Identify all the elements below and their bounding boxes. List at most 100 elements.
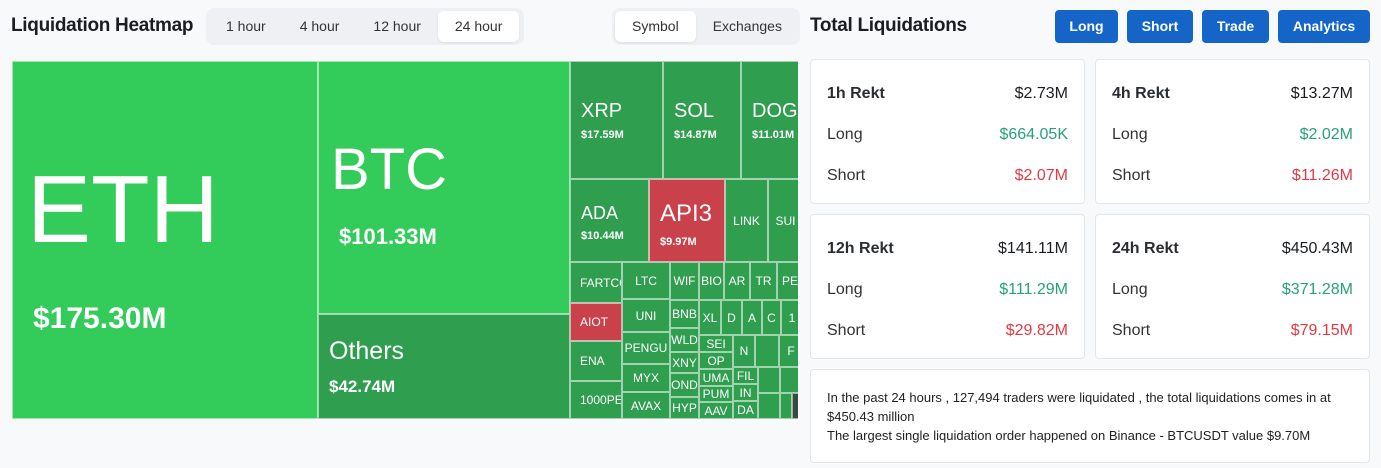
- tile-wif[interactable]: WIF: [670, 262, 699, 300]
- tile-pe[interactable]: PE: [777, 262, 798, 300]
- tile-in[interactable]: IN: [733, 384, 758, 401]
- rekt-card-4h: 4h Rekt $13.27M Long $2.02M Short $11.26M: [1095, 59, 1370, 204]
- tile-myx[interactable]: MYX: [622, 364, 670, 392]
- tile-symbol: ETH: [27, 156, 219, 263]
- tile-ena[interactable]: ENA: [570, 341, 622, 381]
- tile-btc[interactable]: BTC $101.33M: [318, 61, 570, 314]
- tile-pengu[interactable]: PENGU: [622, 332, 670, 364]
- tile-uni[interactable]: UNI: [622, 299, 670, 332]
- tile-symbol: IN: [739, 385, 752, 400]
- tile-small-d[interactable]: [780, 393, 792, 419]
- tile-pum[interactable]: PUM: [699, 386, 733, 402]
- tile-bio[interactable]: BIO: [699, 262, 724, 300]
- card-long-value: $664.05K: [999, 126, 1068, 143]
- tile-symbol: AR: [728, 274, 746, 288]
- tile-small-b[interactable]: [780, 367, 798, 393]
- short-button[interactable]: Short: [1127, 10, 1193, 43]
- tile-symbol: AAV: [704, 403, 728, 418]
- tile-bnb[interactable]: BNB: [670, 300, 699, 328]
- tile-eth[interactable]: ETH $175.30M: [12, 61, 318, 419]
- trade-button[interactable]: Trade: [1202, 10, 1269, 43]
- view-selector: Symbol Exchanges: [612, 8, 800, 45]
- time-option-4h[interactable]: 4 hour: [299, 18, 340, 34]
- tile-symbol: AIOT: [580, 315, 609, 329]
- tile-f[interactable]: F: [779, 335, 798, 367]
- tile-sol[interactable]: SOL $14.87M: [663, 61, 741, 179]
- tile-symbol: XL: [702, 310, 718, 325]
- tile-symbol: DOGE: [752, 100, 798, 122]
- tile-link[interactable]: LINK: [725, 179, 768, 262]
- tile-avax[interactable]: AVAX: [622, 392, 670, 419]
- tile-symbol: BNB: [672, 307, 697, 321]
- tile-doge[interactable]: DOGE $11.01M: [741, 61, 798, 179]
- summary-line-2: The largest single liquidation order hap…: [827, 428, 1311, 443]
- tile-op[interactable]: OP: [699, 352, 733, 369]
- tile-wld[interactable]: WLD: [670, 328, 699, 352]
- tile-ltc[interactable]: LTC: [622, 262, 670, 299]
- tile-aav[interactable]: AAV: [699, 402, 733, 419]
- analytics-button[interactable]: Analytics: [1278, 10, 1370, 43]
- tile-1000pe[interactable]: 1000PE: [570, 381, 622, 419]
- total-liquidations-title: Total Liquidations: [810, 15, 967, 36]
- tile-aiot[interactable]: AIOT: [570, 303, 622, 341]
- tile-symbol: XNY: [672, 355, 697, 370]
- heatmap-title: Liquidation Heatmap: [11, 15, 194, 36]
- tile-xl[interactable]: XL: [699, 300, 721, 335]
- summary-line-1: In the past 24 hours , 127,494 traders w…: [827, 390, 1331, 424]
- view-option-exchanges[interactable]: Exchanges: [712, 18, 782, 34]
- card-short-value: $29.82M: [1005, 322, 1068, 339]
- tile-symbol: BTC: [331, 137, 447, 202]
- tile-ada[interactable]: ADA $10.44M: [570, 179, 649, 262]
- tile-fartco[interactable]: FARTCO: [570, 262, 622, 303]
- tile-1[interactable]: 1: [781, 300, 798, 335]
- card-short-label: Short: [827, 322, 866, 339]
- time-option-24h[interactable]: 24 hour: [437, 11, 520, 42]
- tile-value: $42.74M: [329, 377, 396, 396]
- tile-hyp[interactable]: HYP: [670, 397, 699, 419]
- tile-others[interactable]: Others $42.74M: [318, 314, 570, 419]
- tile-fil[interactable]: FIL: [733, 367, 758, 384]
- tile-value: $14.87M: [674, 129, 717, 141]
- tile-uma[interactable]: UMA: [699, 369, 733, 386]
- time-option-12h[interactable]: 12 hour: [373, 18, 421, 34]
- tile-symbol: N: [739, 344, 749, 358]
- tile-value: $17.59M: [581, 129, 624, 141]
- view-option-symbol[interactable]: Symbol: [615, 11, 696, 42]
- time-option-1h[interactable]: 1 hour: [226, 18, 266, 34]
- tile-symbol: WLD: [671, 333, 698, 347]
- tile-sei[interactable]: SEI: [699, 335, 733, 352]
- tile-da[interactable]: DA: [733, 401, 758, 419]
- card-long-label: Long: [827, 281, 863, 298]
- tile-symbol: ADA: [581, 203, 619, 223]
- long-button[interactable]: Long: [1055, 10, 1118, 43]
- tile-value: $101.33M: [339, 224, 437, 249]
- tile-symbol: PE: [781, 274, 798, 288]
- tile-n2[interactable]: [755, 335, 779, 367]
- tile-small-a[interactable]: [758, 367, 780, 393]
- card-total: $141.11M: [998, 240, 1068, 257]
- tile-value: $9.97M: [660, 236, 697, 248]
- tile-ond[interactable]: OND: [670, 373, 699, 397]
- tile-api3[interactable]: API3 $9.97M: [649, 179, 725, 262]
- card-long-label: Long: [827, 126, 863, 143]
- tile-tr[interactable]: TR: [750, 262, 777, 300]
- time-range-selector: 1 hour 4 hour 12 hour 24 hour: [206, 8, 524, 45]
- tile-symbol: BIO: [701, 274, 722, 288]
- tile-d[interactable]: D: [721, 300, 742, 335]
- rekt-card-24h: 24h Rekt $450.43M Long $371.28M Short $79.1…: [1095, 214, 1370, 359]
- tile-value: $175.30M: [33, 302, 167, 335]
- tile-xrp[interactable]: XRP $17.59M: [570, 61, 663, 179]
- tile-ar[interactable]: AR: [724, 262, 750, 300]
- tile-symbol: UMA: [702, 370, 730, 385]
- tile-n[interactable]: N: [733, 335, 755, 367]
- tile-small-e[interactable]: [792, 393, 798, 419]
- tile-small-c[interactable]: [758, 393, 780, 419]
- card-period: 24h Rekt: [1112, 240, 1179, 257]
- tile-c[interactable]: C: [762, 300, 781, 335]
- tile-xny[interactable]: XNY: [670, 352, 699, 373]
- tile-symbol: FIL: [736, 368, 755, 383]
- tile-a[interactable]: A: [742, 300, 762, 335]
- liquidation-summary: In the past 24 hours , 127,494 traders w…: [810, 369, 1370, 463]
- tile-sui[interactable]: SUI: [768, 179, 798, 262]
